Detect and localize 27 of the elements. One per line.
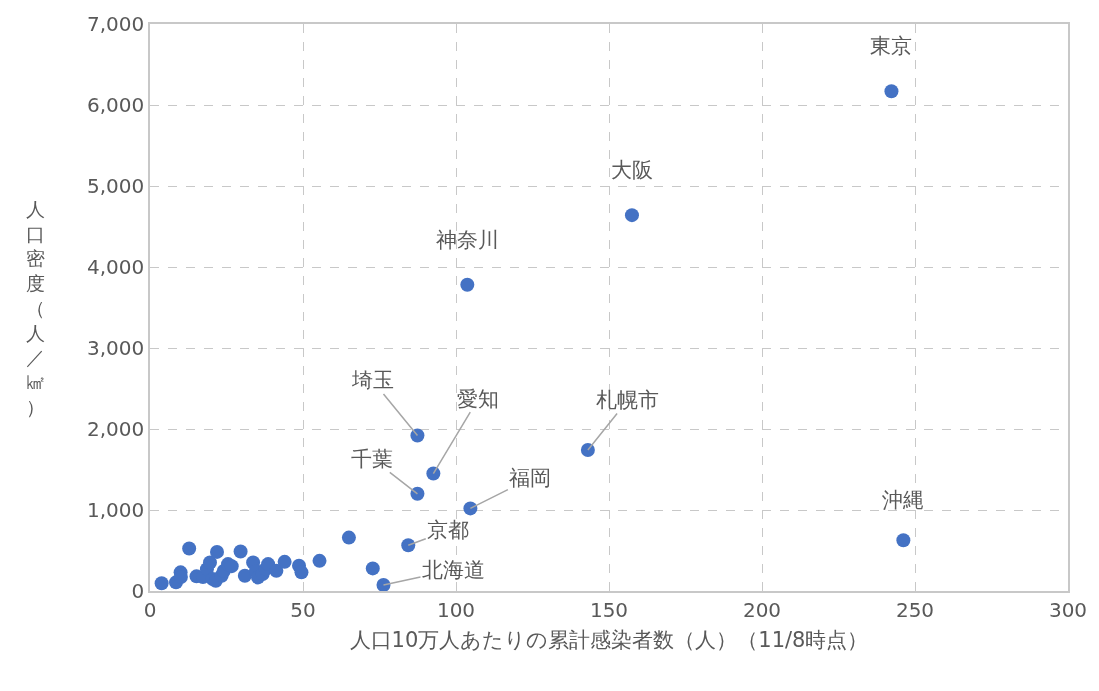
annotation: 愛知: [457, 387, 499, 411]
y-tick-label: 7,000: [86, 12, 145, 36]
y-tick-label: 1,000: [86, 498, 145, 522]
annotation: 札幌市: [596, 388, 659, 412]
x-axis-title: 人口10万人あたりの累計感染者数（人）（11/8時点）: [349, 628, 869, 653]
annotation: 沖縄: [882, 488, 924, 512]
annotation: 神奈川: [436, 228, 499, 252]
x-tick-label: 300: [1048, 597, 1088, 622]
y-tick-label: 0: [131, 579, 145, 603]
y-tick-label: 3,000: [86, 336, 145, 360]
annotation: 福岡: [509, 466, 551, 490]
x-tick-label: 200: [742, 597, 782, 622]
x-tick-label: 50: [290, 597, 316, 622]
y-tick-label: 2,000: [86, 417, 145, 441]
y-tick-label: 4,000: [86, 255, 145, 279]
x-tick-label: 150: [589, 597, 629, 622]
annotation: 東京: [870, 34, 912, 58]
y-tick-label: 5,000: [86, 174, 145, 198]
annotation: 大阪: [611, 158, 653, 182]
annotation: 埼玉: [351, 368, 394, 392]
x-tick-label: 100: [436, 597, 476, 622]
text: 人口密度（人／㎢）: [26, 198, 45, 418]
annotation: 京都: [427, 518, 469, 542]
y-tick-label: 6,000: [86, 93, 145, 117]
annotation: 千葉: [351, 447, 393, 471]
x-tick-label: 250: [895, 597, 935, 622]
annotation: 北海道: [422, 558, 485, 582]
